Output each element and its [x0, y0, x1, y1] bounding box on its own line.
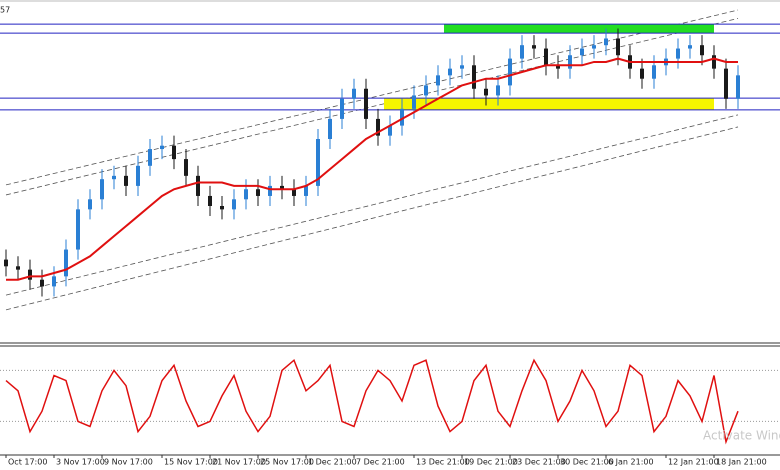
candle-body: [148, 149, 152, 166]
x-tick-label: 25 Nov 17:00: [260, 458, 314, 467]
candle-body: [460, 65, 464, 69]
candle-body: [400, 108, 404, 126]
candle-body: [208, 195, 212, 206]
candle-body: [292, 189, 296, 196]
candle-body: [388, 125, 392, 136]
candle-body: [712, 55, 716, 69]
x-tick-label: 1 Dec 21:00: [308, 458, 357, 467]
candle-body: [700, 45, 704, 56]
candle-body: [28, 269, 32, 280]
candle-body: [616, 38, 620, 56]
candle-body: [4, 259, 8, 267]
candle-body: [592, 45, 596, 49]
price-label: 57: [0, 6, 10, 15]
candle-body: [184, 159, 188, 176]
x-tick-label: 15 Nov 17:00: [164, 458, 218, 467]
candle-body: [136, 165, 140, 186]
watermark: Activate Windows: [703, 429, 780, 443]
candle-body: [100, 179, 104, 200]
x-tick-label: 13 Dec 21:00: [416, 458, 470, 467]
zone: [444, 24, 714, 34]
x-tick-label: 7 Dec 21:00: [356, 458, 405, 467]
candle-body: [40, 279, 44, 287]
candle-body: [652, 65, 656, 79]
x-tick-label: 18 Jan 21:00: [716, 458, 767, 467]
candle-body: [112, 175, 116, 180]
candle-body: [688, 45, 692, 49]
channel-line: [5, 114, 739, 296]
candle-body: [556, 65, 560, 69]
candle-body: [88, 199, 92, 210]
candle-body: [532, 45, 536, 49]
candle-body: [376, 118, 380, 136]
candle-body: [268, 185, 272, 196]
candle-body: [484, 88, 488, 96]
candle-body: [280, 185, 284, 190]
x-tick-label: 21 Nov 17:00: [212, 458, 266, 467]
candle-body: [172, 145, 176, 160]
candle-body: [244, 189, 248, 200]
candle-body: [52, 276, 56, 287]
candle-body: [472, 65, 476, 89]
candle-body: [64, 249, 68, 277]
x-tick-label: 9 Nov 17:00: [104, 458, 153, 467]
candle-body: [640, 68, 644, 79]
oscillator-line: [5, 358, 739, 445]
candle-body: [412, 95, 416, 109]
candle-body: [544, 48, 548, 66]
x-tick-label: 23 Dec 21:00: [512, 458, 566, 467]
candle-body: [352, 88, 356, 99]
candle-body: [448, 68, 452, 76]
candle-body: [580, 48, 584, 56]
candle-body: [16, 266, 20, 270]
candle-body: [676, 48, 680, 59]
price-panel: Oct 17:00 3 Nov 17:00 9 Nov 17:00 15 Nov 17…: [0, 9, 780, 467]
candle-body: [436, 75, 440, 86]
candle-body: [328, 118, 332, 139]
moving-average: [6, 57, 738, 281]
candle-body: [424, 85, 428, 96]
oscillator-panel: [0, 358, 780, 445]
candle-body: [568, 55, 572, 69]
x-tick-label: 30 Dec 21:00: [560, 458, 614, 467]
candle-body: [736, 75, 740, 99]
candle-body: [604, 38, 608, 46]
candle-body: [316, 139, 320, 186]
candle-body: [256, 189, 260, 196]
candle-body: [724, 68, 728, 99]
candle-body: [160, 145, 164, 150]
candle-body: [364, 88, 368, 119]
zone: [384, 98, 714, 110]
x-tick-label: 19 Dec 21:00: [464, 458, 518, 467]
candle-body: [520, 45, 524, 59]
x-tick-label: 3 Nov 17:00: [56, 458, 105, 467]
channel-line: [5, 126, 739, 311]
candle-body: [220, 206, 224, 210]
candle-body: [124, 175, 128, 186]
candle-body: [196, 175, 200, 196]
x-tick-label: 6 Jan 21:00: [608, 458, 654, 467]
x-tick-label: Oct 17:00: [8, 458, 47, 467]
candle-body: [496, 85, 500, 96]
candle-body: [232, 199, 236, 210]
candle-body: [508, 58, 512, 86]
candle-body: [304, 185, 308, 196]
x-tick-label: 12 Jan 21:00: [668, 458, 719, 467]
candle-body: [76, 209, 80, 250]
candle-body: [340, 98, 344, 119]
